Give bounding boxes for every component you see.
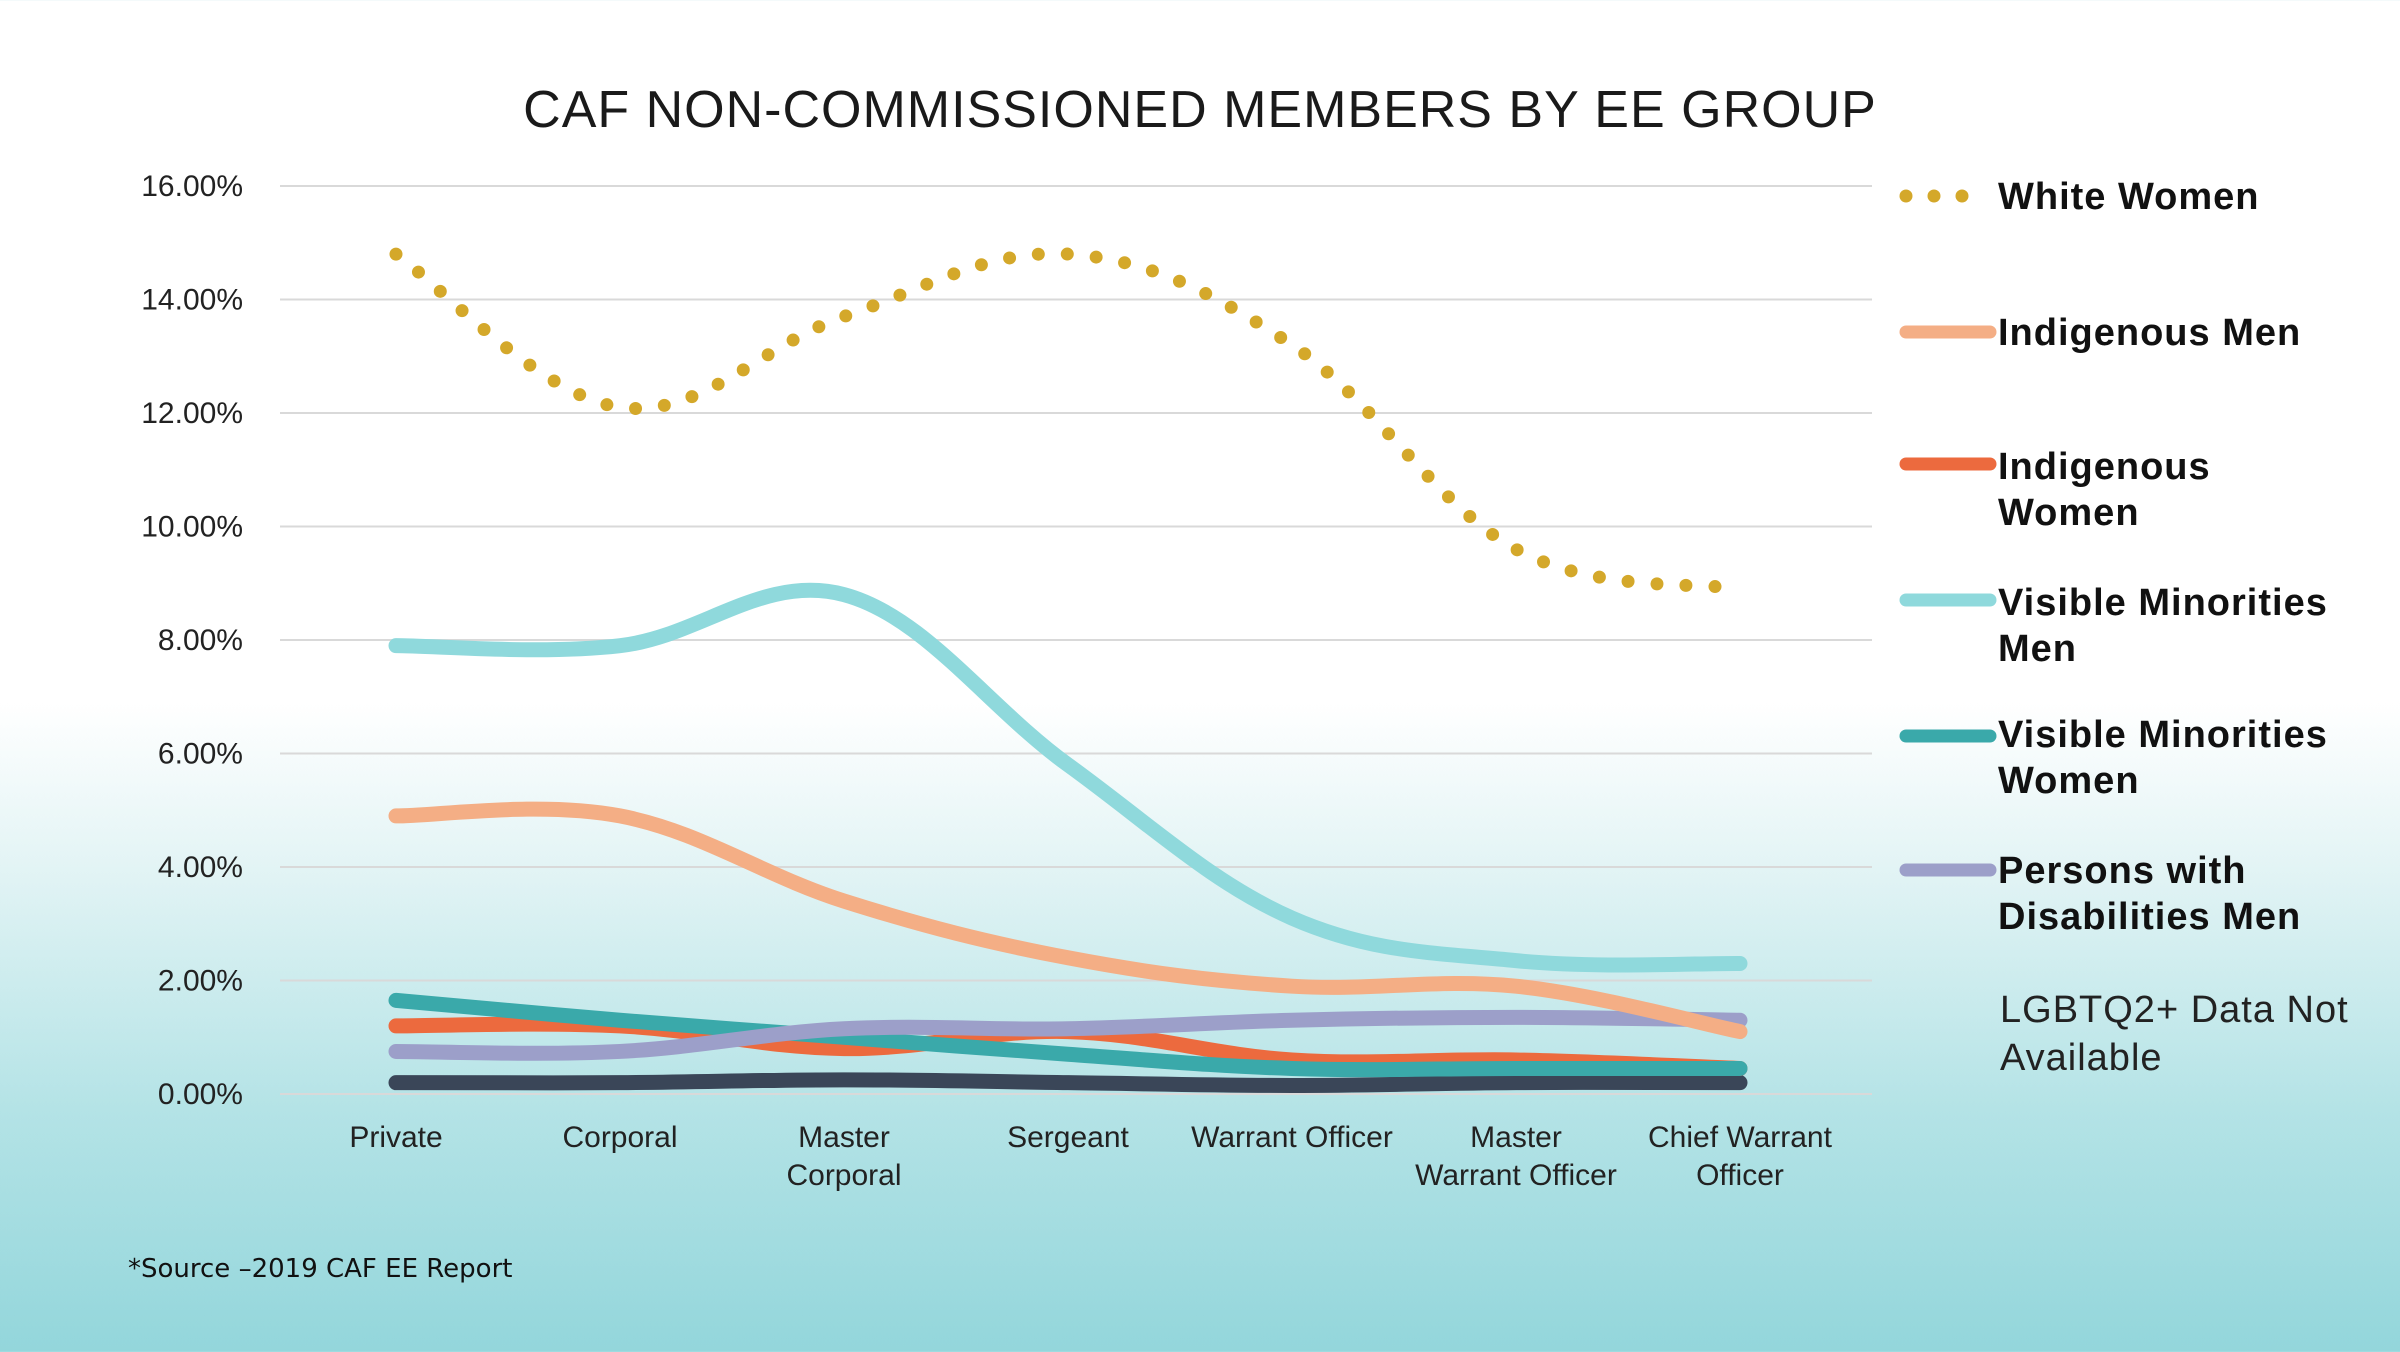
x-tick-label: Warrant Officer <box>1415 1159 1617 1192</box>
legend-swatch-visible-minorities-men <box>1898 580 1998 620</box>
legend-swatch-indigenous-women <box>1898 444 1998 484</box>
x-tick-label: Corporal <box>562 1121 677 1154</box>
legend-label: Indigenous Men <box>1998 312 2302 354</box>
series-line-visible-minorities-women <box>388 992 1748 1078</box>
source-note: *Source –2019 CAF EE Report <box>128 1254 513 1284</box>
legend-swatch-visible-minorities-women <box>1898 712 1998 752</box>
lgbtq-note: LGBTQ2+ Data Not Available <box>2000 989 2349 1079</box>
legend-item-persons-with-disabilities-men: Persons with Disabilities Men <box>1898 848 2378 940</box>
legend-label: Visible Minorities Men <box>1998 582 2328 670</box>
x-tick-label: Warrant Officer <box>1191 1121 1393 1154</box>
x-tick-label: Officer <box>1696 1159 1784 1192</box>
series-line-visible-minorities-men <box>388 582 1748 973</box>
x-tick-label: Master <box>798 1121 890 1154</box>
series-line-unlabeled <box>388 1072 1748 1093</box>
y-tick-label: 0.00% <box>158 1078 243 1111</box>
y-tick-label: 6.00% <box>158 738 243 771</box>
legend-swatch-white-women <box>1898 174 1998 214</box>
y-tick-label: 14.00% <box>141 284 243 317</box>
x-tick-label: Corporal <box>786 1159 901 1192</box>
y-tick-label: 4.00% <box>158 851 243 884</box>
legend-item-white-women: White Women <box>1898 174 2400 220</box>
legend-swatch-indigenous-men <box>1898 310 1998 350</box>
legend-label: Visible Minorities Women <box>1998 714 2328 802</box>
series-line-indigenous-men <box>388 801 1748 1040</box>
legend-item-indigenous-women: Indigenous Women <box>1898 444 2228 536</box>
x-tick-label: Private <box>349 1121 442 1154</box>
y-tick-label: 12.00% <box>141 397 243 430</box>
legend-label: White Women <box>1998 176 2260 218</box>
series-line-persons-with-disabilities-men <box>388 1009 1748 1061</box>
y-tick-label: 8.00% <box>158 624 243 657</box>
gridlines <box>280 185 1872 1095</box>
y-tick-label: 10.00% <box>141 511 243 544</box>
legend-item-indigenous-men: Indigenous Men <box>1898 310 2400 356</box>
x-tick-label: Sergeant <box>1007 1121 1129 1154</box>
series-line-white-women <box>389 247 1747 596</box>
x-tick-label: Master <box>1470 1121 1562 1154</box>
y-tick-label: 16.00% <box>141 170 243 203</box>
x-axis-ticks: Private Corporal Master Corporal Sergeant War… <box>349 1121 1832 1192</box>
legend-swatch-persons-with-disabilities-men <box>1898 848 1998 888</box>
legend-item-visible-minorities-women: Visible Minorities Women <box>1898 712 2378 804</box>
legend-label: Persons with Disabilities Men <box>1998 850 2302 938</box>
y-axis-ticks: 0.00% 2.00% 4.00% 6.00% 8.00% 10.00% 12.00% 14.… <box>141 170 243 1111</box>
chart-title: CAF NON-COMMISSIONED MEMBERS BY EE GROUP <box>523 81 1877 139</box>
x-tick-label: Chief Warrant <box>1648 1121 1833 1154</box>
legend-label: Indigenous Women <box>1998 446 2211 534</box>
legend-item-visible-minorities-men: Visible Minorities Men <box>1898 580 2378 672</box>
y-tick-label: 2.00% <box>158 965 243 998</box>
series-lines <box>388 247 1748 1093</box>
